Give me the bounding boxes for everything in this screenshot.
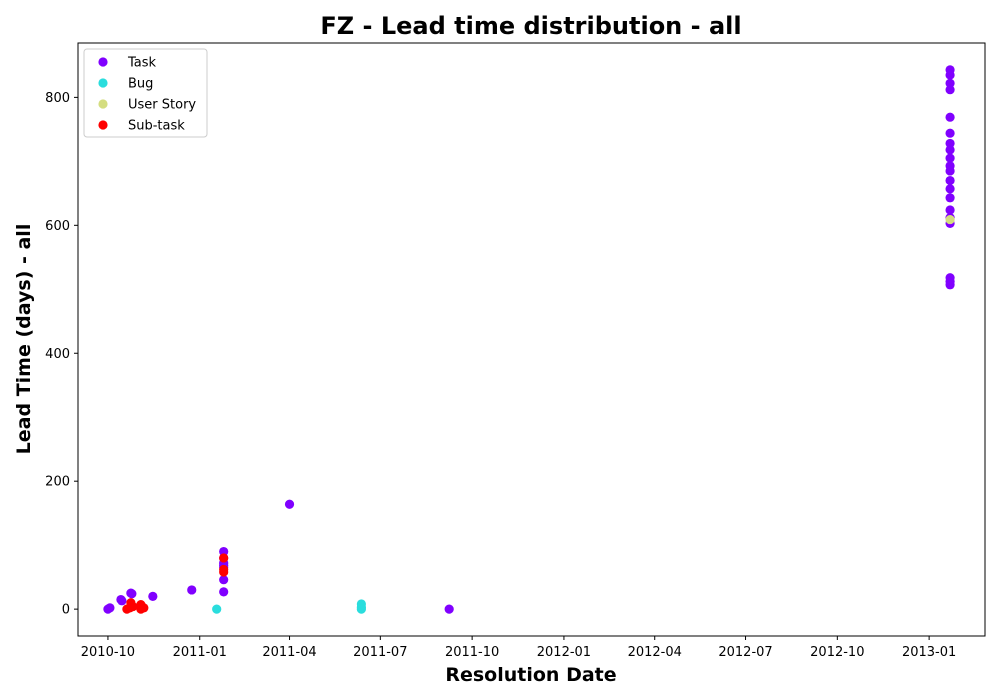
data-point — [945, 280, 955, 290]
data-point — [945, 138, 955, 149]
series-user-story — [945, 214, 955, 225]
data-point — [219, 553, 229, 563]
legend-item: Sub-task — [98, 119, 185, 134]
legend-item: Task — [98, 56, 157, 71]
data-point — [945, 153, 955, 163]
x-axis-label: Resolution Date — [445, 664, 616, 686]
data-point — [945, 145, 955, 155]
data-point — [284, 499, 295, 509]
data-point — [187, 585, 197, 595]
x-tick-label: 2012-07 — [718, 645, 772, 660]
data-point — [356, 604, 366, 614]
data-point — [945, 112, 955, 122]
legend-marker — [98, 78, 108, 88]
data-point — [945, 70, 955, 80]
y-axis-label: Lead Time (days) - all — [13, 224, 35, 455]
legend-marker — [98, 120, 108, 130]
x-tick-label: 2012-04 — [628, 645, 682, 660]
data-point — [945, 214, 955, 225]
x-tick-label: 2011-04 — [262, 645, 316, 660]
y-tick-label: 0 — [62, 603, 70, 618]
legend-marker — [98, 57, 108, 67]
data-point — [128, 601, 138, 612]
x-tick-label: 2011-07 — [353, 645, 407, 660]
data-point — [212, 604, 222, 614]
data-point — [444, 604, 454, 614]
legend-item: Bug — [98, 77, 153, 92]
chart-title: FZ - Lead time distribution - all — [320, 12, 741, 40]
y-axis: 0 200 400 600 800 — [45, 91, 78, 618]
legend-label: Task — [127, 56, 157, 71]
data-point — [945, 175, 955, 186]
data-point — [139, 603, 149, 613]
y-tick-label: 200 — [45, 475, 70, 490]
data-point — [148, 591, 158, 601]
data-point — [219, 575, 229, 585]
data-points — [103, 65, 955, 614]
data-point — [105, 603, 115, 613]
data-point — [219, 587, 229, 597]
data-point — [945, 184, 955, 194]
series-sub-task — [122, 553, 229, 614]
series-bug — [212, 599, 366, 614]
x-axis: 2010-10 2011-01 2011-04 2011-07 2011-10 2012-… — [81, 636, 956, 660]
legend-label: User Story — [128, 98, 196, 113]
data-point — [945, 193, 955, 203]
legend-marker — [98, 99, 108, 109]
data-point — [117, 596, 127, 606]
y-tick-label: 800 — [45, 91, 70, 106]
data-point — [127, 589, 137, 599]
data-point — [945, 128, 955, 138]
legend: Task Bug User Story Sub-task — [83, 48, 208, 138]
data-point — [945, 166, 955, 176]
data-point — [945, 78, 955, 88]
x-tick-label: 2012-10 — [810, 645, 864, 660]
data-point — [219, 546, 229, 557]
x-tick-label: 2013-01 — [902, 645, 956, 660]
x-tick-label: 2011-10 — [445, 645, 499, 660]
x-tick-label: 2011-01 — [173, 645, 227, 660]
x-tick-label: 2010-10 — [81, 645, 135, 660]
data-point — [219, 567, 229, 577]
y-tick-label: 600 — [45, 219, 70, 234]
y-tick-label: 400 — [45, 347, 70, 362]
plot-frame — [77, 42, 986, 637]
data-point — [945, 85, 955, 95]
legend-item: User Story — [98, 98, 196, 113]
x-tick-label: 2012-01 — [537, 645, 591, 660]
legend-label: Bug — [128, 77, 153, 92]
data-point — [945, 205, 955, 215]
legend-label: Sub-task — [128, 119, 185, 134]
legend-box — [83, 48, 208, 138]
